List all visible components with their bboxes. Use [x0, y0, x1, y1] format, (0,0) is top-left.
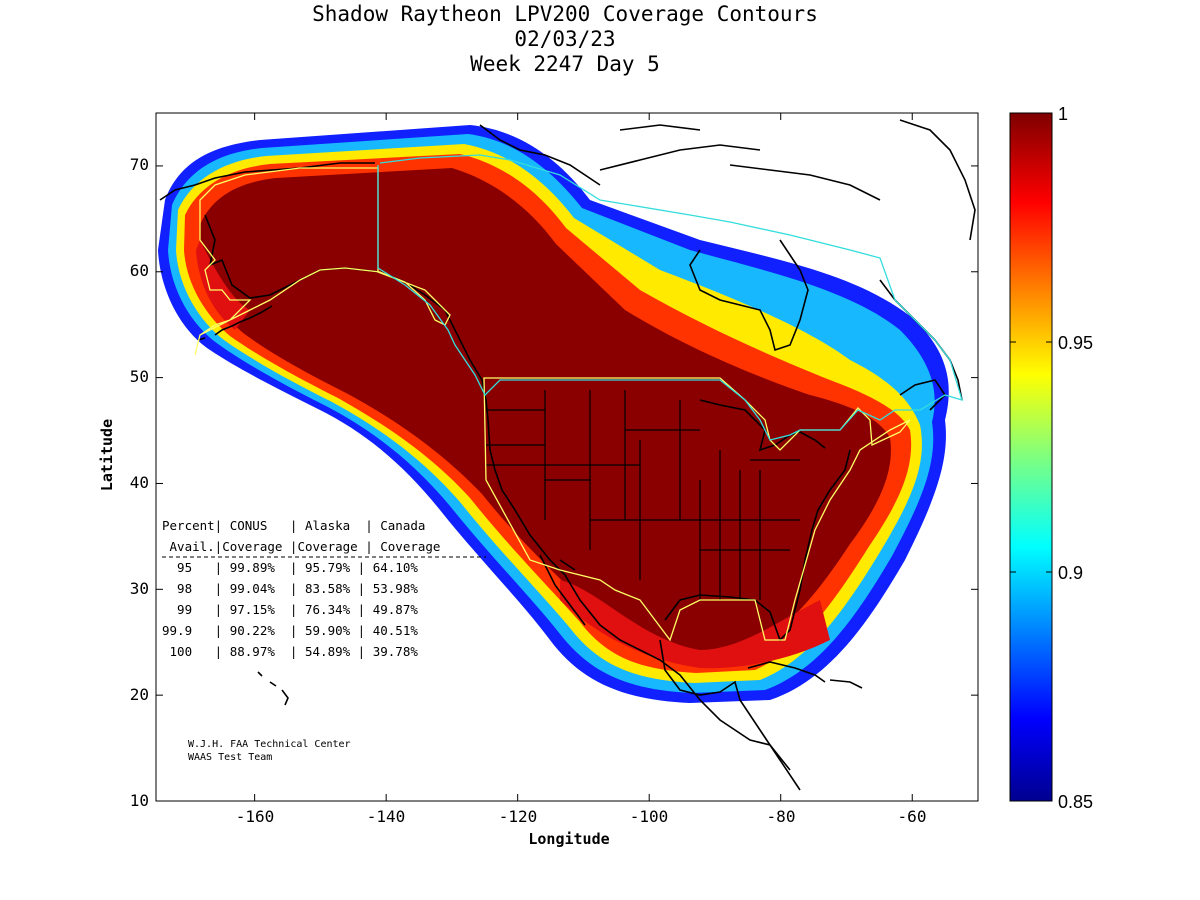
state-borders — [486, 390, 800, 600]
credit-line-2: WAAS Test Team — [188, 752, 272, 763]
y-tick-label: 20 — [130, 685, 149, 704]
title-line-2: 02/03/23 — [514, 27, 616, 51]
coverage-table: Percent| CONUS | Alaska | Canada Avail.|… — [162, 518, 486, 659]
table-row: 100 | 88.97% | 54.89% | 39.78% — [162, 644, 418, 659]
x-tick-label: -140 — [367, 807, 406, 826]
alaska-outline — [194, 167, 451, 356]
y-tick-label: 30 — [130, 579, 149, 598]
coast-pacific — [454, 329, 791, 771]
coastlines — [159, 119, 976, 791]
x-tick-labels: -160 -140 -120 -100 -80 -60 — [236, 807, 927, 826]
conus-outline — [483, 377, 911, 642]
conus-alaska-outline — [194, 167, 911, 642]
coast-gulf — [664, 449, 851, 642]
colorbar-tick-label: 0.85 — [1058, 792, 1093, 812]
colorbar-tick-label: 0.9 — [1058, 563, 1083, 583]
y-tick-label: 10 — [130, 791, 149, 810]
coverage-patch-alaska — [196, 240, 250, 330]
table-row: 98 | 99.04% | 83.58% | 53.98% — [162, 581, 418, 596]
colorbar-tick-label: 0.95 — [1058, 333, 1093, 353]
coast-baja — [539, 554, 586, 626]
x-axis-label: Longitude — [528, 830, 609, 848]
coast-arctic — [479, 119, 976, 241]
credit-line-1: W.J.H. FAA Technical Center — [188, 739, 351, 750]
tick-marks — [156, 113, 978, 802]
table-row: 95 | 99.89% | 95.79% | 64.10% — [162, 560, 418, 575]
island-hispaniola — [829, 679, 863, 689]
coast-great-lakes — [699, 399, 826, 452]
table-row: 99.9 | 90.22% | 59.90% | 40.51% — [162, 623, 418, 638]
colorbar-ticks — [1010, 341, 1052, 573]
table-header-1: Percent| CONUS | Alaska | Canada — [162, 518, 425, 533]
title-line-1: Shadow Raytheon LPV200 Coverage Contours — [312, 2, 818, 26]
x-tick-label: -80 — [767, 807, 796, 826]
colorbar — [1009, 112, 1053, 802]
x-tick-label: -160 — [236, 807, 275, 826]
y-axis-label: Latitude — [98, 419, 116, 491]
x-tick-label: -60 — [898, 807, 927, 826]
y-tick-labels: 10 20 30 40 50 60 70 — [130, 155, 149, 810]
plot-frame — [155, 112, 979, 802]
table-row: 99 | 97.15% | 76.34% | 49.87% — [162, 602, 418, 617]
x-tick-label: -120 — [499, 807, 538, 826]
island-cuba — [747, 661, 826, 683]
title-line-3: Week 2247 Day 5 — [470, 52, 660, 76]
y-tick-label: 70 — [130, 155, 149, 174]
y-tick-label: 50 — [130, 367, 149, 386]
y-tick-label: 60 — [130, 261, 149, 280]
canada-outline — [377, 154, 963, 441]
coverage-patch-gulf — [560, 580, 830, 669]
island-hawaii — [257, 671, 289, 706]
table-header-2: Avail.|Coverage |Coverage | Coverage — [162, 539, 440, 554]
coast-newfoundland — [899, 379, 947, 411]
coast-central-america — [659, 639, 801, 791]
coast-hudson-bay — [689, 239, 809, 352]
x-tick-label: -100 — [630, 807, 669, 826]
colorbar-tick-label: 1 — [1058, 104, 1068, 124]
y-tick-label: 40 — [130, 473, 149, 492]
